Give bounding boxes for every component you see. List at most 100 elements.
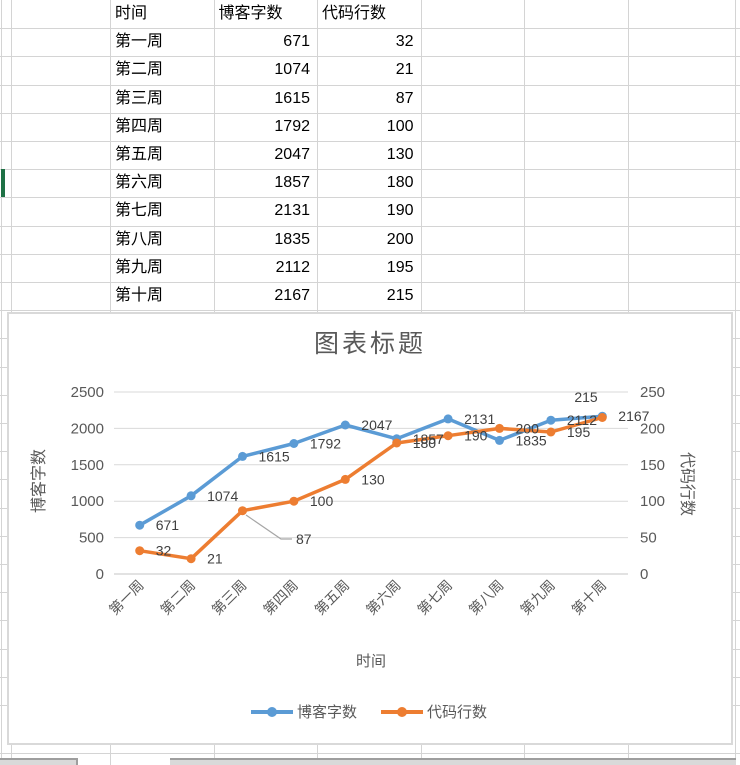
x-axis-tick-label[interactable]: 第七周	[414, 577, 455, 618]
table-cell[interactable]: 第二周	[115, 61, 164, 79]
data-point-marker[interactable]	[495, 435, 504, 445]
table-cell[interactable]: 2112	[275, 258, 310, 276]
data-label[interactable]: 100	[310, 493, 334, 509]
x-axis-tick-label[interactable]: 第八周	[466, 577, 507, 618]
table-cell[interactable]: 第一周	[115, 33, 164, 51]
data-label[interactable]: 190	[464, 428, 488, 444]
data-point-marker[interactable]	[392, 438, 402, 448]
series-line-1[interactable]	[137, 415, 605, 561]
x-axis-tick-label[interactable]: 第二周	[157, 577, 198, 618]
table-cell[interactable]: 32	[395, 33, 414, 51]
right-axis-title[interactable]: 代码行数	[678, 452, 696, 516]
table-header-cell[interactable]: 代码行数	[322, 5, 387, 22]
data-label[interactable]: 87	[296, 531, 312, 547]
data-point-marker[interactable]	[289, 496, 299, 506]
table-cell[interactable]: 第五周	[115, 146, 164, 163]
data-label[interactable]: 2112	[567, 412, 597, 428]
table-cell[interactable]: 195	[386, 258, 414, 276]
x-axis-tick-label[interactable]: 第十周	[568, 577, 609, 618]
data-point-marker[interactable]	[186, 554, 196, 564]
x-axis-tick-label[interactable]: 第四周	[260, 577, 301, 618]
partial-shape-bottom-right[interactable]	[170, 758, 736, 765]
table-cell[interactable]: 100	[386, 117, 414, 135]
table-cell[interactable]: 第六周	[115, 174, 164, 192]
data-label[interactable]: 2167	[618, 408, 649, 424]
table-header-cell[interactable]: 博客字数	[218, 5, 283, 22]
data-point-marker[interactable]	[135, 546, 145, 556]
x-axis-tick-label[interactable]: 第五周	[311, 577, 352, 618]
y-axis-tick-label[interactable]: 2000	[71, 420, 104, 437]
table-cell[interactable]: 190	[386, 202, 414, 220]
y-axis-tick-label[interactable]: 1500	[71, 457, 104, 474]
data-point-marker[interactable]	[597, 413, 607, 422]
table-cell[interactable]: 2167	[274, 287, 310, 304]
table-cell[interactable]: 200	[386, 230, 414, 248]
table-header-cell[interactable]: 时间	[115, 5, 148, 22]
table-cell[interactable]: 第九周	[115, 258, 164, 276]
data-label[interactable]: 130	[361, 471, 385, 487]
table-cell[interactable]: 1615	[274, 89, 310, 107]
chart-area[interactable]: 0 500 1000 1500 2000 2500 0 50 100 150 200 250 第一周 第二…	[7, 312, 733, 745]
data-label[interactable]: 671	[156, 517, 180, 533]
data-point-marker[interactable]	[135, 520, 145, 530]
table-cell[interactable]: 671	[283, 33, 310, 51]
data-label[interactable]: 200	[516, 420, 540, 436]
data-label[interactable]: 2047	[361, 417, 392, 433]
table-cell[interactable]: 1074	[274, 61, 310, 79]
chart-title[interactable]: 图表标题	[314, 330, 426, 358]
data-label[interactable]: 32	[156, 543, 172, 559]
data-label[interactable]: 1792	[310, 436, 341, 452]
y2-axis-tick-label[interactable]: 250	[640, 384, 665, 401]
table-cell[interactable]: 180	[386, 174, 414, 192]
table-cell[interactable]: 2047	[274, 146, 310, 163]
table-cell[interactable]: 第八周	[115, 230, 164, 248]
y2-axis-tick-label[interactable]: 50	[640, 530, 657, 547]
data-point-marker[interactable]	[443, 414, 453, 424]
table-cell[interactable]: 第七周	[115, 202, 164, 220]
y-axis-tick-label[interactable]: 0	[96, 566, 104, 583]
data-point-marker[interactable]	[546, 427, 556, 437]
data-label[interactable]: 195	[567, 424, 591, 440]
left-axis-title[interactable]: 博客字数	[30, 449, 48, 513]
data-point-marker[interactable]	[546, 415, 556, 425]
data-label[interactable]: 2131	[464, 411, 495, 427]
chart-legend[interactable]: 博客字数 代码行数	[251, 704, 487, 721]
y-axis-tick-label[interactable]: 500	[79, 530, 104, 547]
data-label[interactable]: 180	[413, 435, 437, 451]
table-cell[interactable]: 第三周	[115, 89, 164, 107]
table-cell[interactable]: 1792	[274, 117, 310, 135]
x-axis-tick-label[interactable]: 第一周	[106, 577, 147, 618]
y2-axis-tick-label[interactable]: 100	[640, 493, 665, 510]
legend-item-blog-words[interactable]: 博客字数	[251, 704, 357, 721]
table-cell[interactable]: 2131	[274, 202, 310, 220]
table-cell[interactable]: 第十周	[115, 287, 164, 304]
x-axis-tick-label[interactable]: 第三周	[209, 577, 250, 618]
y-axis-tick-label[interactable]: 1000	[71, 493, 104, 510]
data-label[interactable]: 21	[207, 551, 223, 567]
x-axis-tick-label[interactable]: 第六周	[363, 577, 404, 618]
x-axis-title[interactable]: 时间	[356, 653, 386, 670]
partial-shape-bottom-left[interactable]	[0, 758, 78, 765]
table-cell[interactable]: 1857	[274, 174, 310, 192]
y-axis-tick-label[interactable]: 2500	[71, 384, 104, 401]
x-axis-tick-label[interactable]: 第九周	[517, 577, 558, 618]
table-cell[interactable]: 215	[386, 287, 414, 304]
y2-axis-tick-label[interactable]: 200	[640, 420, 665, 437]
table-cell[interactable]: 87	[395, 89, 414, 107]
data-point-marker[interactable]	[340, 474, 350, 484]
table-cell[interactable]: 130	[386, 146, 414, 163]
data-point-marker[interactable]	[186, 491, 196, 501]
data-point-marker[interactable]	[238, 451, 247, 461]
data-label[interactable]: 215	[574, 389, 598, 405]
data-label[interactable]: 1074	[207, 488, 238, 504]
legend-item-code-lines[interactable]: 代码行数	[381, 704, 487, 721]
data-label[interactable]: 1835	[516, 432, 547, 448]
y2-axis-tick-label[interactable]: 0	[640, 566, 648, 583]
data-label[interactable]: 1615	[259, 448, 290, 464]
data-label[interactable]: 1857	[413, 431, 444, 447]
data-point-marker[interactable]	[289, 439, 299, 448]
table-cell[interactable]: 21	[395, 61, 414, 79]
data-point-marker[interactable]	[340, 420, 350, 430]
data-point-marker[interactable]	[495, 423, 504, 433]
data-point-marker[interactable]	[238, 506, 247, 516]
